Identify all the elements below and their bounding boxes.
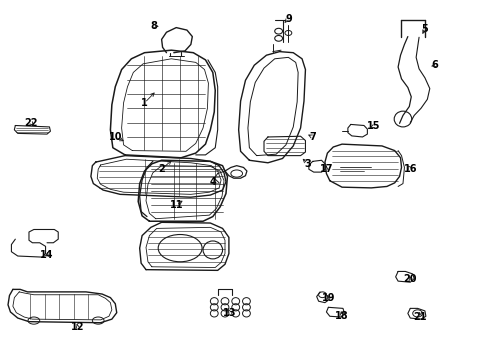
- Text: 11: 11: [169, 200, 183, 210]
- Text: 1: 1: [141, 98, 147, 108]
- Text: 16: 16: [403, 164, 416, 174]
- Text: 8: 8: [150, 21, 158, 31]
- Text: 12: 12: [71, 322, 84, 332]
- Text: 4: 4: [209, 177, 216, 187]
- Text: 22: 22: [24, 118, 38, 128]
- Text: 19: 19: [321, 293, 334, 303]
- Text: 21: 21: [412, 312, 426, 322]
- Text: 15: 15: [366, 121, 380, 131]
- Text: 7: 7: [309, 132, 316, 142]
- Text: 10: 10: [108, 132, 122, 142]
- Text: 5: 5: [421, 24, 427, 35]
- Text: 9: 9: [285, 14, 291, 24]
- Text: 3: 3: [304, 159, 311, 169]
- Text: 14: 14: [40, 250, 54, 260]
- Text: 17: 17: [319, 164, 332, 174]
- Text: 2: 2: [158, 164, 164, 174]
- Text: 20: 20: [403, 274, 416, 284]
- Text: 13: 13: [223, 309, 236, 318]
- Text: 18: 18: [335, 311, 348, 321]
- Text: 6: 6: [430, 60, 437, 70]
